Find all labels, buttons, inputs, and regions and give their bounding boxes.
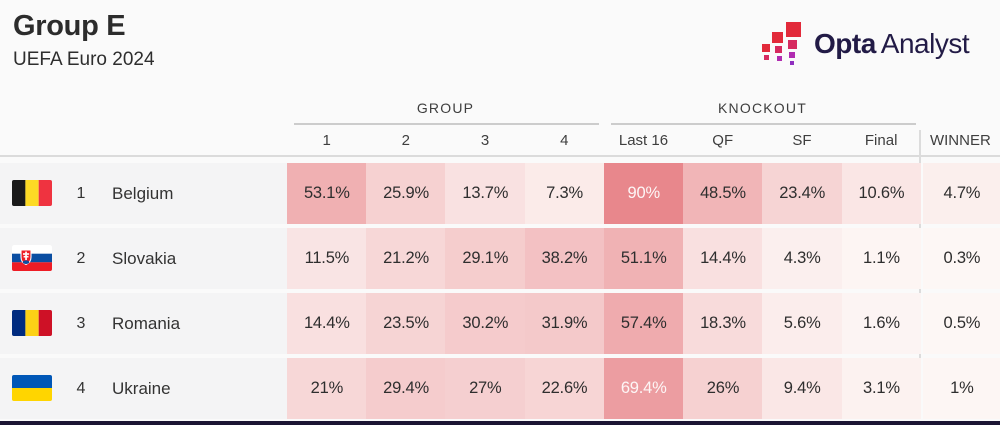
probability-cell-slovakia-final: 1.1% [841, 228, 922, 289]
probability-cell-slovakia-sf: 4.3% [762, 228, 843, 289]
probability-cell-slovakia-winner: 0.3% [922, 228, 1000, 289]
probability-cell-belgium-sf: 23.4% [762, 163, 843, 224]
probability-cell-belgium-qf: 48.5% [683, 163, 763, 224]
probability-cell-belgium-4: 7.3% [524, 163, 605, 224]
logo-word-opta: Opta [814, 28, 876, 59]
column-header-winner: WINNER [929, 132, 991, 149]
knockout-underline [611, 123, 916, 125]
probability-cell-romania-qf: 18.3% [683, 293, 763, 354]
slovakia-flag-icon [12, 245, 52, 271]
logo-word-analyst: Analyst [880, 28, 970, 59]
probability-cell-belgium-1: 53.1% [287, 163, 367, 224]
group-underline [294, 123, 599, 125]
probability-cell-romania-sf: 5.6% [762, 293, 843, 354]
page-subtitle: UEFA Euro 2024 [13, 49, 155, 70]
probability-cell-romania-4: 31.9% [524, 293, 605, 354]
team-row-slovakia: 2 Slovakia [0, 228, 287, 289]
team-rank: 2 [76, 250, 86, 267]
team-name: Belgium [112, 184, 174, 203]
probability-cell-slovakia-1: 11.5% [287, 228, 367, 289]
probability-cell-belgium-winner: 4.7% [922, 163, 1000, 224]
header-divider [0, 155, 1000, 157]
probability-cell-romania-1: 14.4% [287, 293, 367, 354]
team-name: Ukraine [112, 379, 171, 398]
probability-cell-romania-last-16: 57.4% [603, 293, 684, 354]
knockout-section-label: KNOCKOUT [718, 100, 807, 116]
probability-cell-ukraine-qf: 26% [683, 358, 763, 419]
probability-cell-slovakia-qf: 14.4% [683, 228, 763, 289]
opta-logo-mark-icon [762, 22, 801, 65]
team-row-ukraine: 4 Ukraine [0, 358, 287, 419]
probability-cell-romania-3: 30.2% [445, 293, 526, 354]
team-rank: 1 [76, 185, 86, 202]
column-header-qf: QF [712, 132, 734, 149]
team-rank: 3 [76, 315, 86, 332]
page-title: Group E [13, 10, 126, 42]
column-header-1: 1 [322, 132, 331, 149]
opta-logo-wordmark: Opta Analyst [814, 28, 970, 60]
probability-cell-belgium-3: 13.7% [445, 163, 526, 224]
probability-cell-romania-2: 23.5% [366, 293, 446, 354]
opta-analyst-logo: Opta Analyst [762, 20, 970, 68]
probability-cell-slovakia-4: 38.2% [524, 228, 605, 289]
probability-cell-belgium-final: 10.6% [841, 163, 922, 224]
probability-cell-ukraine-1: 21% [287, 358, 367, 419]
probability-cell-slovakia-3: 29.1% [445, 228, 526, 289]
group-section-label: GROUP [416, 100, 475, 116]
probability-cell-ukraine-3: 27% [445, 358, 526, 419]
column-header-3: 3 [480, 132, 490, 149]
probability-cell-belgium-2: 25.9% [366, 163, 446, 224]
team-row-belgium: 1 Belgium [0, 163, 287, 224]
column-header-2: 2 [401, 132, 410, 149]
probability-cell-ukraine-2: 29.4% [366, 358, 446, 419]
probability-cell-belgium-last-16: 90% [603, 163, 684, 224]
romania-flag-icon [12, 310, 52, 336]
team-row-romania: 3 Romania [0, 293, 287, 354]
team-name: Romania [112, 314, 181, 333]
team-rank: 4 [76, 380, 86, 397]
probability-cell-ukraine-final: 3.1% [841, 358, 922, 419]
belgium-flag-icon [12, 180, 52, 206]
column-header-4: 4 [560, 132, 569, 149]
probability-cell-romania-final: 1.6% [841, 293, 922, 354]
probability-cell-romania-winner: 0.5% [922, 293, 1000, 354]
ukraine-flag-icon [12, 375, 52, 401]
column-header-final: Final [864, 132, 898, 149]
probability-cell-ukraine-4: 22.6% [524, 358, 605, 419]
bottom-accent-bar [0, 421, 1000, 425]
probability-cell-ukraine-last-16: 69.4% [603, 358, 684, 419]
probability-cell-slovakia-last-16: 51.1% [603, 228, 684, 289]
probability-cell-slovakia-2: 21.2% [366, 228, 446, 289]
probability-cell-ukraine-sf: 9.4% [762, 358, 843, 419]
team-name: Slovakia [112, 249, 177, 268]
column-header-last-16: Last 16 [618, 132, 669, 149]
probability-cell-ukraine-winner: 1% [922, 358, 1000, 419]
column-header-sf: SF [792, 132, 812, 149]
